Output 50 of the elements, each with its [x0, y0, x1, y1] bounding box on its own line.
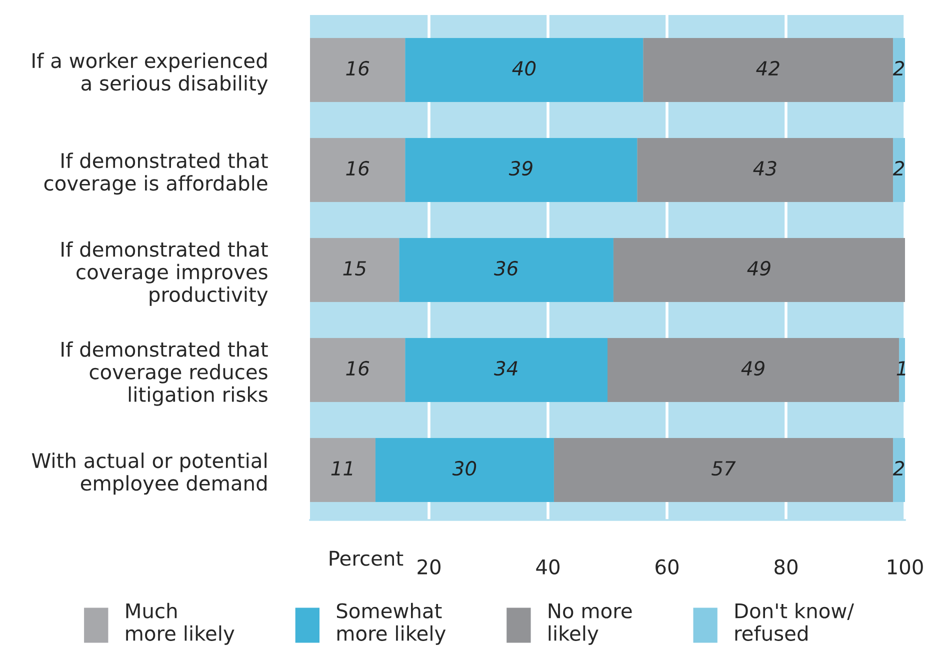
x-tick-label: 20 — [418, 559, 440, 574]
bar — [405, 138, 638, 202]
data-label: 16 — [346, 160, 370, 176]
data-label: 2 — [892, 160, 904, 176]
x-axis-title: Percent — [330, 550, 404, 566]
bar — [310, 338, 406, 402]
bar — [375, 438, 554, 502]
x-tick-label: 80 — [774, 559, 798, 574]
y-tick-label: With actual or potential employee demand — [32, 452, 266, 495]
y-tick-label: If demonstrated that coverage improves productivity — [62, 241, 268, 306]
legend-label: Don't know/ refused — [735, 602, 854, 641]
legend-label: Much more likely — [126, 602, 234, 645]
data-label: 40 — [512, 60, 536, 76]
x-tick-label: 40 — [536, 559, 560, 574]
legend-label: Somewhat more likely — [336, 602, 446, 645]
data-label: 57 — [712, 461, 736, 476]
data-label: 49 — [741, 360, 764, 376]
data-label: 39 — [508, 160, 532, 176]
bar — [554, 438, 894, 502]
y-tick-label: If a worker experienced a serious disability — [32, 52, 268, 95]
data-label: 15 — [343, 261, 366, 276]
bar — [893, 438, 905, 502]
data-label: 49 — [747, 260, 770, 276]
data-label: 43 — [753, 160, 776, 176]
bar — [405, 338, 608, 402]
bar — [399, 238, 614, 302]
data-label: 16 — [346, 60, 370, 76]
bar — [643, 38, 894, 102]
data-label: 2 — [892, 460, 904, 476]
x-tick-label: 100 — [888, 559, 923, 574]
x-tick-label: 60 — [656, 559, 678, 574]
bar — [310, 438, 376, 502]
data-label: 34 — [494, 360, 518, 376]
bar — [405, 38, 644, 102]
data-label: 11 — [331, 461, 352, 476]
data-label: 42 — [756, 60, 780, 76]
bar — [310, 138, 406, 202]
bar — [893, 138, 905, 202]
y-tick-label: If demonstrated that coverage is affordable — [44, 152, 268, 195]
y-tick-label: If demonstrated that coverage reduces litigation risks — [62, 341, 268, 406]
legend-label: No more likely — [548, 603, 632, 645]
bar — [613, 238, 905, 302]
bar — [893, 38, 905, 102]
data-label: 2 — [892, 60, 904, 76]
data-label: 16 — [346, 360, 370, 376]
bar — [310, 238, 400, 302]
bar — [637, 138, 894, 202]
bar — [310, 38, 406, 102]
data-label: 30 — [452, 460, 476, 476]
data-label: 36 — [494, 260, 518, 276]
